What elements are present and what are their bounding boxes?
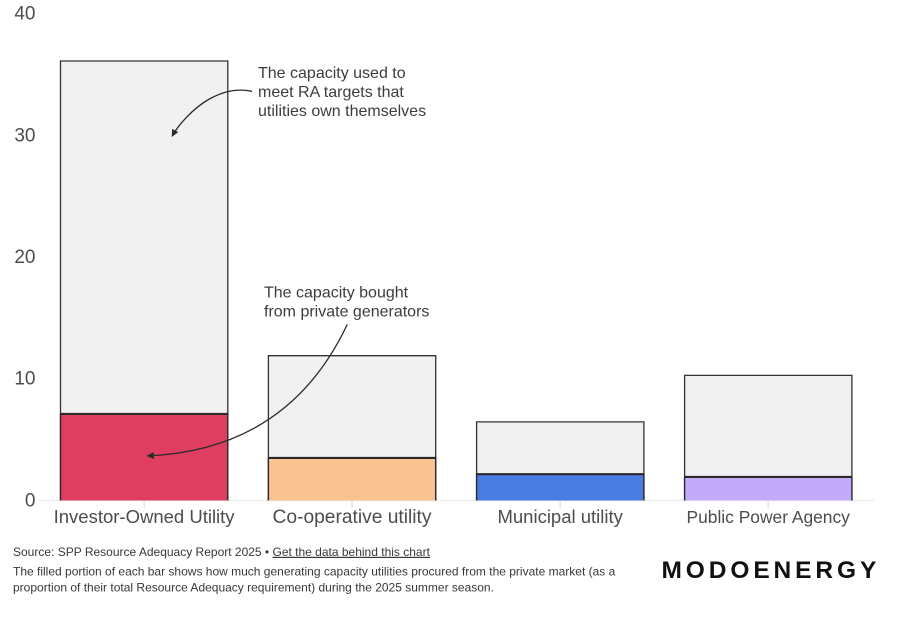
- svg-text:Investor-Owned Utility: Investor-Owned Utility: [54, 506, 236, 527]
- svg-text:0: 0: [25, 491, 36, 512]
- svg-text:The filled portion of each bar: The filled portion of each bar shows how…: [13, 565, 616, 579]
- svg-text:Municipal utility: Municipal utility: [497, 506, 623, 527]
- svg-text:Public Power Agency: Public Power Agency: [687, 507, 851, 527]
- svg-text:proportion of their total Reso: proportion of their total Resource Adequ…: [13, 581, 494, 595]
- svg-text:utilities own themselves: utilities own themselves: [258, 103, 426, 120]
- svg-text:The capacity used to: The capacity used to: [258, 65, 406, 82]
- svg-text:Co-operative utility: Co-operative utility: [273, 507, 432, 528]
- svg-text:30: 30: [14, 125, 35, 146]
- svg-text:10: 10: [14, 369, 35, 390]
- svg-text:MODOENERGY: MODOENERGY: [662, 557, 881, 584]
- svg-text:20: 20: [14, 247, 35, 268]
- svg-text:The capacity bought: The capacity bought: [264, 285, 409, 302]
- svg-text:meet RA targets that: meet RA targets that: [258, 84, 404, 101]
- svg-text:40: 40: [14, 4, 35, 25]
- svg-text:from private generators: from private generators: [264, 304, 429, 321]
- svg-text:Source: SPP Resource Adequacy: Source: SPP Resource Adequacy Report 202…: [13, 545, 431, 559]
